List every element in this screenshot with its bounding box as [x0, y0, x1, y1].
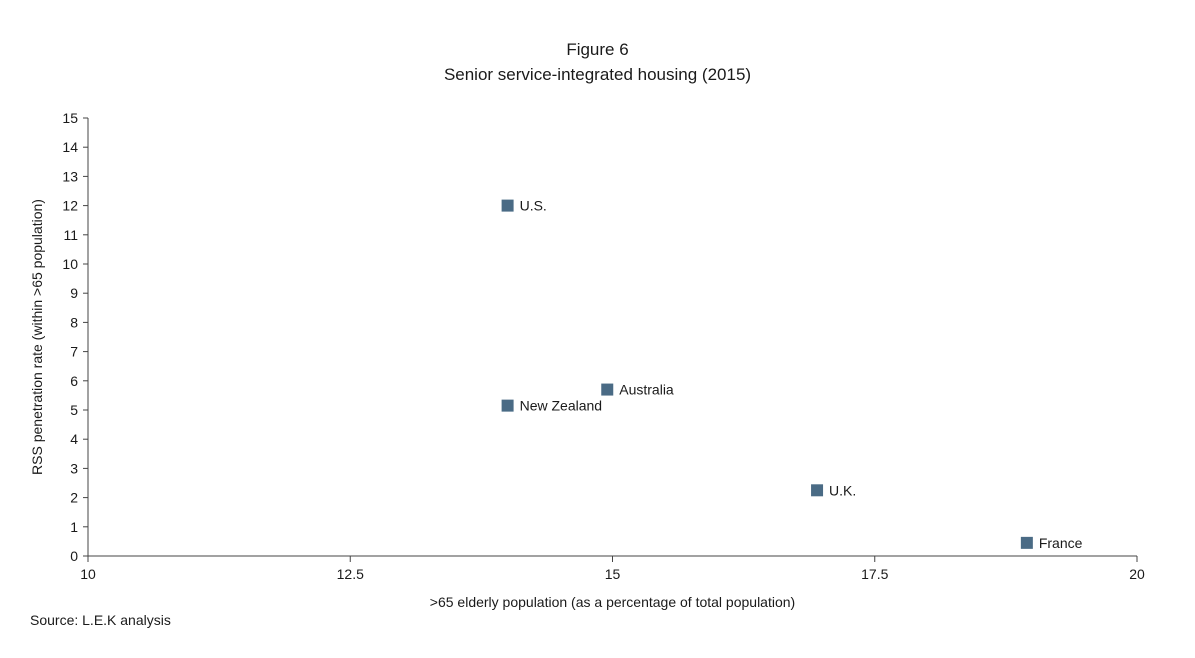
- y-tick-label: 9: [70, 285, 78, 301]
- data-point-marker: [501, 399, 514, 412]
- data-point-marker: [601, 383, 614, 396]
- y-tick-label: 2: [70, 490, 78, 506]
- data-point-marker: [1020, 536, 1033, 549]
- x-tick-label: 12.5: [337, 566, 364, 582]
- y-tick-label: 12: [62, 198, 78, 214]
- y-tick-label: 15: [62, 110, 78, 126]
- data-point-label: U.K.: [829, 482, 856, 498]
- chart-title: Figure 6: [566, 40, 629, 59]
- x-tick-label: 17.5: [861, 566, 888, 582]
- y-tick-label: 10: [62, 256, 78, 272]
- y-tick-label: 5: [70, 402, 78, 418]
- y-tick-label: 6: [70, 373, 78, 389]
- x-tick-label: 15: [605, 566, 621, 582]
- x-tick-label: 10: [80, 566, 96, 582]
- y-tick-label: 3: [70, 460, 78, 476]
- data-point-label: U.S.: [520, 198, 547, 214]
- x-axis-title: >65 elderly population (as a percentage …: [430, 594, 795, 610]
- y-tick-label: 13: [62, 168, 78, 184]
- y-tick-label: 0: [70, 548, 78, 564]
- y-tick-label: 4: [70, 431, 78, 447]
- data-point-marker: [811, 484, 824, 497]
- x-tick-label: 20: [1129, 566, 1145, 582]
- data-point-label: New Zealand: [520, 398, 603, 414]
- y-tick-label: 8: [70, 314, 78, 330]
- chart-subtitle: Senior service-integrated housing (2015): [443, 65, 752, 84]
- y-axis-title: RSS penetration rate (within >65 populat…: [29, 199, 45, 475]
- y-tick-label: 1: [70, 519, 78, 535]
- data-point-marker: [501, 199, 514, 212]
- source-note: Source: L.E.K analysis: [30, 612, 171, 628]
- data-point-label: France: [1039, 535, 1083, 551]
- y-tick-label: 11: [63, 227, 78, 243]
- data-point-label: Australia: [619, 382, 674, 398]
- y-tick-label: 7: [70, 344, 78, 360]
- y-tick-label: 14: [62, 139, 78, 155]
